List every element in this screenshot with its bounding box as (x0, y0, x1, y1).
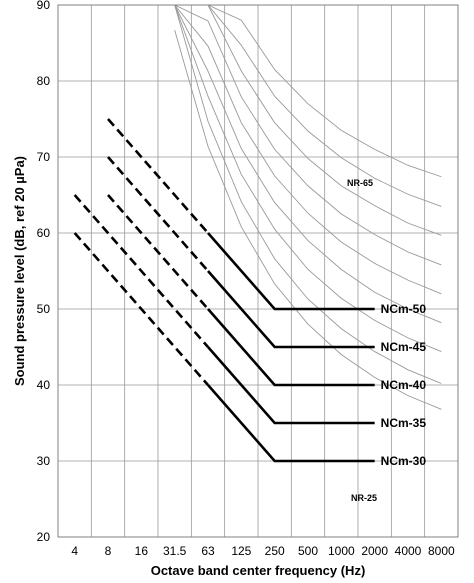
x-tick-label: 500 (298, 544, 318, 558)
curve-labels: NCm-50 NCm-45 NCm-40 NCm-35 NCm-30 NR-65 NR-25 (347, 178, 426, 503)
ncm-curve-label: NCm-35 (381, 416, 427, 430)
x-tick-label: 4000 (395, 544, 422, 558)
reference-curve (174, 5, 442, 352)
y-tick-label: 60 (37, 226, 51, 240)
ncm-curves (73, 118, 375, 463)
x-tick-label: 2000 (361, 544, 388, 558)
reference-curve (174, 29, 442, 410)
x-tick-label: 16 (135, 544, 149, 558)
y-tick-label: 50 (37, 302, 51, 316)
y-tick-label: 20 (37, 530, 51, 544)
y-axis-title: Sound pressure level (dB, ref 20 µPa) (12, 156, 27, 386)
ncm-curve (107, 194, 375, 387)
y-tick-label: 30 (37, 454, 51, 468)
reference-curves (174, 5, 442, 410)
y-tick-label: 40 (37, 378, 51, 392)
reference-curve (174, 5, 442, 295)
x-tick-label: 8 (105, 544, 112, 558)
reference-curve (174, 5, 442, 207)
x-tick-label: 8000 (428, 544, 455, 558)
ncm-dashed-segment (107, 118, 209, 234)
ncm-dashed-segment (73, 194, 209, 348)
x-tick-label: 1000 (328, 544, 355, 558)
ncm-dashed-segment (107, 194, 209, 310)
reference-curve (174, 5, 442, 324)
x-tick-labels: 4 8 16 31.5 63 125 250 500 1000 2000 4000 8000 (71, 544, 455, 558)
x-tick-label: 63 (201, 544, 215, 558)
nr-25-label: NR-25 (351, 493, 377, 503)
ncm-dashed-segment (73, 232, 209, 386)
y-tick-label: 90 (37, 0, 51, 12)
x-tick-label: 31.5 (163, 544, 187, 558)
ncm-curve (73, 232, 375, 463)
x-tick-label: 125 (231, 544, 251, 558)
ncm-curve (73, 194, 375, 425)
ncm-curve-label: NCm-40 (381, 378, 427, 392)
x-tick-label: 250 (265, 544, 285, 558)
x-axis-title: Octave band center frequency (Hz) (151, 563, 366, 578)
ncm-solid-segment (207, 346, 375, 425)
ncm-solid-segment (207, 270, 375, 349)
reference-curve (174, 5, 442, 384)
x-tick-label: 4 (71, 544, 78, 558)
reference-curve (174, 5, 442, 236)
nr-65-label: NR-65 (347, 178, 373, 188)
ncm-dashed-segment (107, 156, 209, 272)
ncm-curve-label: NCm-45 (381, 340, 427, 354)
reference-curve (174, 5, 442, 266)
ncm-solid-segment (207, 384, 375, 463)
ncm-curve (107, 156, 375, 349)
ncm-curve (107, 118, 375, 311)
ncm-solid-segment (207, 308, 375, 387)
ncm-solid-segment (207, 232, 375, 311)
ncm-curve-label: NCm-30 (381, 454, 427, 468)
ncm-curve-label: NCm-50 (381, 302, 427, 316)
reference-curve (174, 5, 442, 178)
plot-frame (57, 4, 459, 538)
y-tick-labels: 20 30 40 50 60 70 80 90 (37, 0, 51, 544)
y-tick-label: 70 (37, 150, 51, 164)
y-tick-label: 80 (37, 74, 51, 88)
